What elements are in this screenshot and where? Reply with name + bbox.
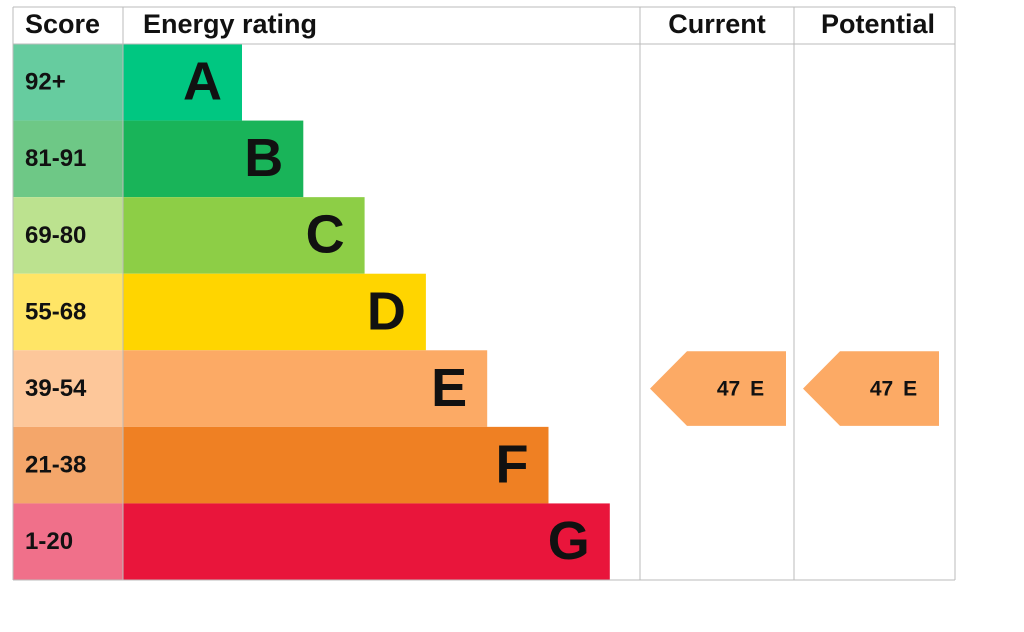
rating-bar [123, 350, 488, 427]
rating-arrow-label: 47 E [870, 377, 917, 400]
rating-letter: C [306, 205, 345, 265]
rating-bar [123, 197, 365, 274]
score-label: 92+ [25, 69, 66, 96]
arrow-band: E [903, 377, 917, 400]
rating-arrow [803, 351, 939, 426]
score-cell [13, 273, 123, 351]
rating-letter: E [431, 358, 467, 418]
rating-bar [123, 426, 549, 504]
header-current: Current [668, 9, 766, 39]
score-cell [13, 44, 123, 121]
rating-letter: F [496, 434, 529, 494]
score-cell [13, 503, 123, 580]
rating-bar [123, 44, 242, 121]
score-label: 21-38 [25, 451, 86, 478]
rating-letter: G [548, 511, 590, 571]
header-rating: Energy rating [143, 9, 317, 39]
rating-arrow-label: 47 E [717, 377, 764, 400]
score-cell [13, 197, 123, 274]
header-potential: Potential [821, 9, 935, 39]
rating-bar [123, 273, 426, 351]
rating-arrow [650, 351, 786, 426]
score-cell [13, 426, 123, 504]
arrow-score: 47 [717, 377, 740, 400]
rating-letter: A [183, 52, 222, 112]
score-label: 55-68 [25, 298, 86, 325]
score-label: 1-20 [25, 528, 73, 555]
rating-bar [123, 503, 610, 580]
rating-bar [123, 120, 304, 198]
arrow-score: 47 [870, 377, 893, 400]
score-label: 81-91 [25, 145, 86, 172]
rating-letter: B [244, 128, 283, 188]
score-label: 69-80 [25, 222, 86, 249]
rating-letter: D [367, 281, 406, 341]
score-label: 39-54 [25, 375, 87, 402]
arrow-band: E [750, 377, 764, 400]
score-cell [13, 350, 123, 427]
score-cell [13, 120, 123, 198]
header-score: Score [25, 9, 100, 39]
